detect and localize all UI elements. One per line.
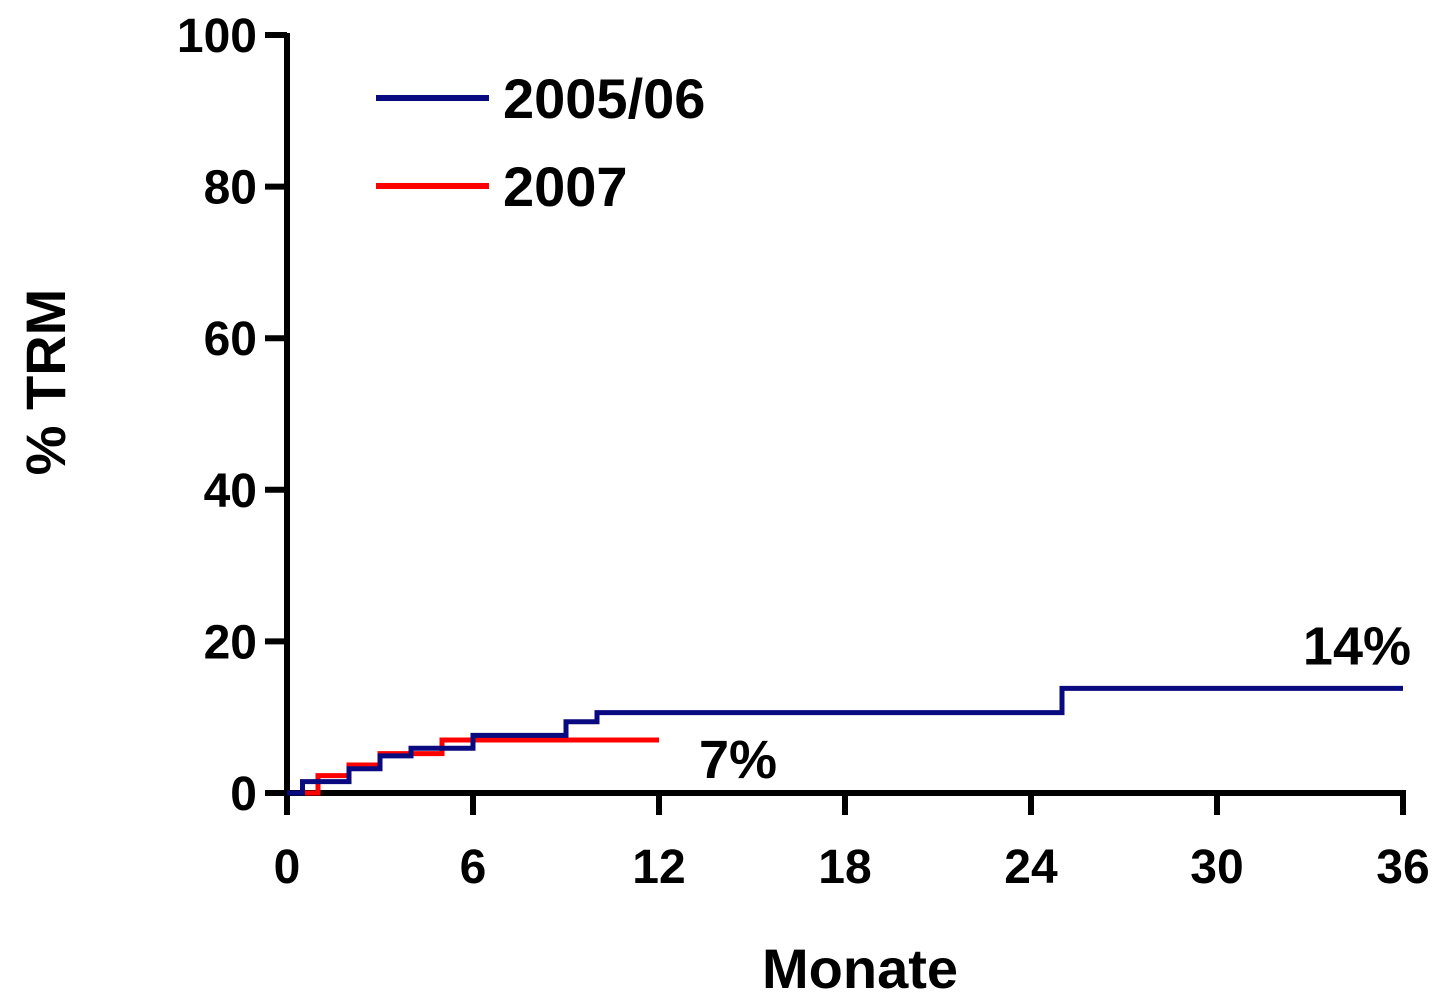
- y-axis-title: % TRM: [14, 289, 77, 476]
- y-tick-label: 40: [204, 465, 257, 518]
- legend: 2005/06 2007: [376, 67, 705, 218]
- x-tick-label: 6: [460, 841, 487, 894]
- y-tick-label: 80: [204, 162, 257, 215]
- x-tick-label: 30: [1190, 841, 1243, 894]
- x-tick-label: 0: [274, 841, 301, 894]
- end-value-label: 14%: [1303, 616, 1411, 676]
- y-tick-label: 100: [177, 10, 257, 63]
- x-axis-title: Monate: [762, 937, 958, 993]
- x-tick-label: 12: [632, 841, 685, 894]
- y-tick-label: 60: [204, 313, 257, 366]
- series-layer: [287, 685, 1403, 796]
- axes: 0 20 40 60 80 100 0 6 12 18 24 30 36 Monate % TRM: [14, 10, 1430, 993]
- y-tick-label: 0: [230, 768, 257, 821]
- end-value-label: 7%: [699, 730, 777, 790]
- annotations: 14% 7%: [699, 616, 1411, 790]
- legend-label: 2007: [503, 155, 628, 218]
- x-tick-label: 36: [1376, 841, 1429, 894]
- x-tick-label: 24: [1004, 841, 1058, 894]
- x-tick-label: 18: [818, 841, 871, 894]
- y-tick-label: 20: [204, 616, 257, 669]
- legend-label: 2005/06: [503, 67, 705, 130]
- series-line-200506: [287, 685, 1403, 796]
